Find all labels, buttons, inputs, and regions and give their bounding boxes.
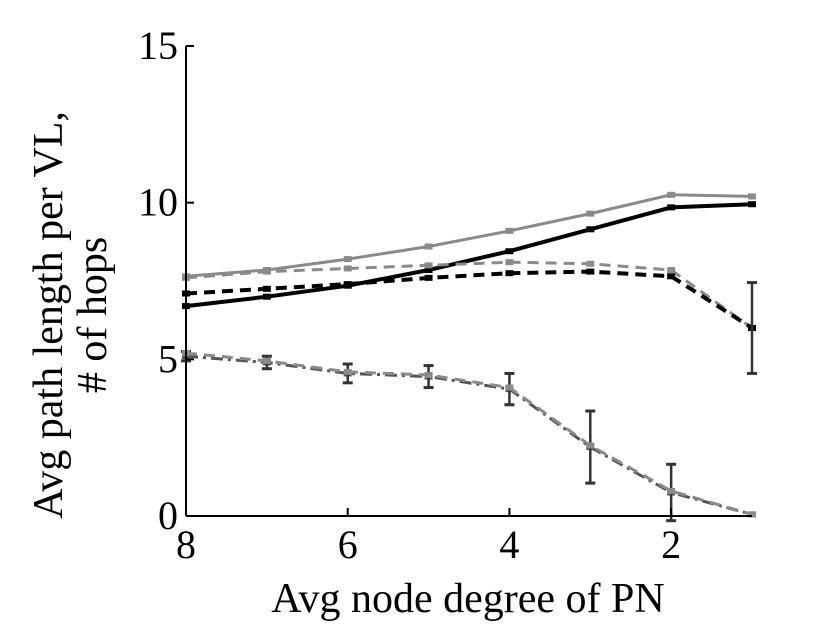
data-point xyxy=(667,273,676,280)
x-tick-label: 2 xyxy=(661,522,681,567)
data-point xyxy=(667,487,676,494)
data-point xyxy=(586,442,595,449)
series-2 xyxy=(182,201,756,310)
tick-labels: 0 5 10 15 8 6 4 2 xyxy=(138,23,681,567)
plot-area xyxy=(181,191,757,523)
data-point xyxy=(262,268,271,275)
data-point xyxy=(343,256,352,263)
data-point xyxy=(343,265,352,272)
data-point xyxy=(424,262,433,269)
data-point xyxy=(424,274,433,281)
data-point xyxy=(424,267,433,274)
data-point xyxy=(748,201,756,208)
x-tick-label: 4 xyxy=(499,522,519,567)
data-point xyxy=(748,511,756,518)
series-4 xyxy=(182,268,756,331)
series-line xyxy=(185,351,753,516)
data-point xyxy=(667,191,676,198)
y-tick-label: 5 xyxy=(158,336,178,381)
x-tick-label: 6 xyxy=(338,522,358,567)
axes xyxy=(185,45,752,517)
y-axis-label: Avg path length per VL, # of hops xyxy=(26,111,116,519)
errorbar-1 xyxy=(747,281,757,375)
data-point xyxy=(748,193,756,200)
data-point xyxy=(262,285,271,292)
series-line xyxy=(185,202,753,309)
data-point xyxy=(586,226,595,233)
data-point xyxy=(505,270,514,277)
y-axis-label-line-2: # of hops xyxy=(70,237,116,393)
data-point xyxy=(586,260,595,267)
data-point xyxy=(424,372,433,378)
data-point xyxy=(586,268,595,275)
data-point xyxy=(505,227,514,234)
data-point xyxy=(424,243,433,250)
data-point xyxy=(505,248,514,255)
data-point xyxy=(262,293,271,300)
series-6 xyxy=(182,350,756,518)
data-point xyxy=(505,259,514,266)
y-tick-label: 10 xyxy=(138,180,178,225)
data-point xyxy=(262,357,271,364)
data-point xyxy=(667,267,676,274)
series-line xyxy=(185,260,753,330)
data-point xyxy=(343,281,352,288)
y-tick-label: 0 xyxy=(158,493,178,538)
series-line xyxy=(185,269,754,330)
data-point xyxy=(586,210,595,217)
y-tick-label: 15 xyxy=(138,23,178,68)
data-point xyxy=(343,368,352,375)
series-line xyxy=(185,354,753,516)
x-axis-label: Avg node degree of PN xyxy=(271,576,664,622)
x-tick-label: 8 xyxy=(176,522,196,567)
data-point xyxy=(505,384,514,391)
series-5 xyxy=(181,350,756,523)
y-axis-label-line-1: Avg path length per VL, xyxy=(26,111,72,519)
data-point xyxy=(667,204,676,211)
series-line xyxy=(185,193,753,278)
